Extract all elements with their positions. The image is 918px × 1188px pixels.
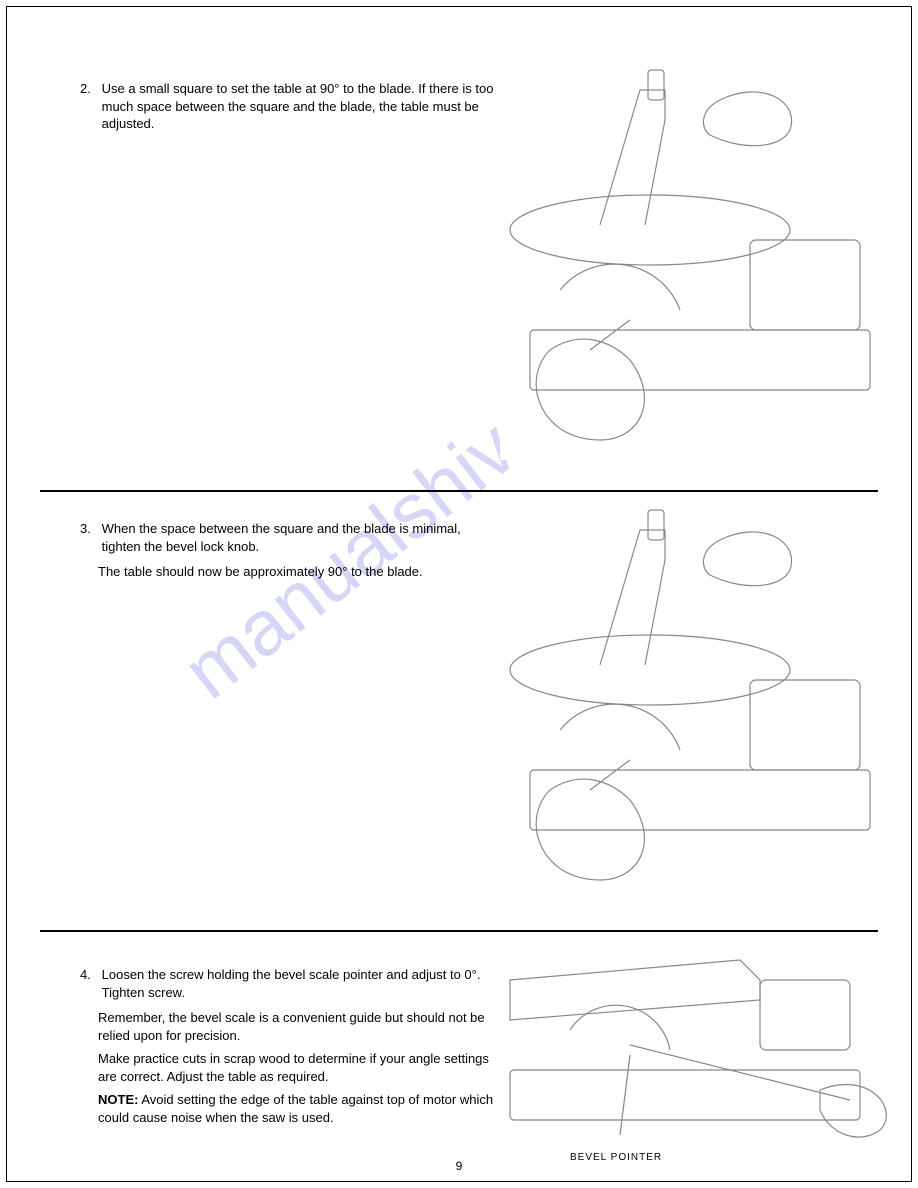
- page-number: 9: [456, 1159, 463, 1173]
- item-text: Use a small square to set the table at 9…: [102, 80, 497, 133]
- item-text: Loosen the screw holding the bevel scale…: [102, 966, 497, 1001]
- item-number: 3.: [80, 520, 98, 538]
- item-text-followup: Make practice cuts in scrap wood to dete…: [98, 1050, 500, 1085]
- illustration-step-2: [500, 60, 880, 460]
- item-text-followup: The table should now be approximately 90…: [98, 563, 500, 581]
- item-number: 2.: [80, 80, 98, 98]
- illustration-step-3: [500, 500, 880, 900]
- note-label: NOTE:: [98, 1092, 138, 1107]
- item-text: When the space between the square and th…: [102, 520, 497, 555]
- section-divider: [40, 930, 878, 932]
- item-note: NOTE: Avoid setting the edge of the tabl…: [98, 1091, 500, 1126]
- illustration-step-4: [500, 950, 900, 1150]
- section-divider: [40, 490, 878, 492]
- note-text: Avoid setting the edge of the table agai…: [98, 1092, 493, 1125]
- illustration-caption: BEVEL POINTER: [570, 1152, 662, 1163]
- item-number: 4.: [80, 966, 98, 984]
- item-text-followup: Remember, the bevel scale is a convenien…: [98, 1009, 500, 1044]
